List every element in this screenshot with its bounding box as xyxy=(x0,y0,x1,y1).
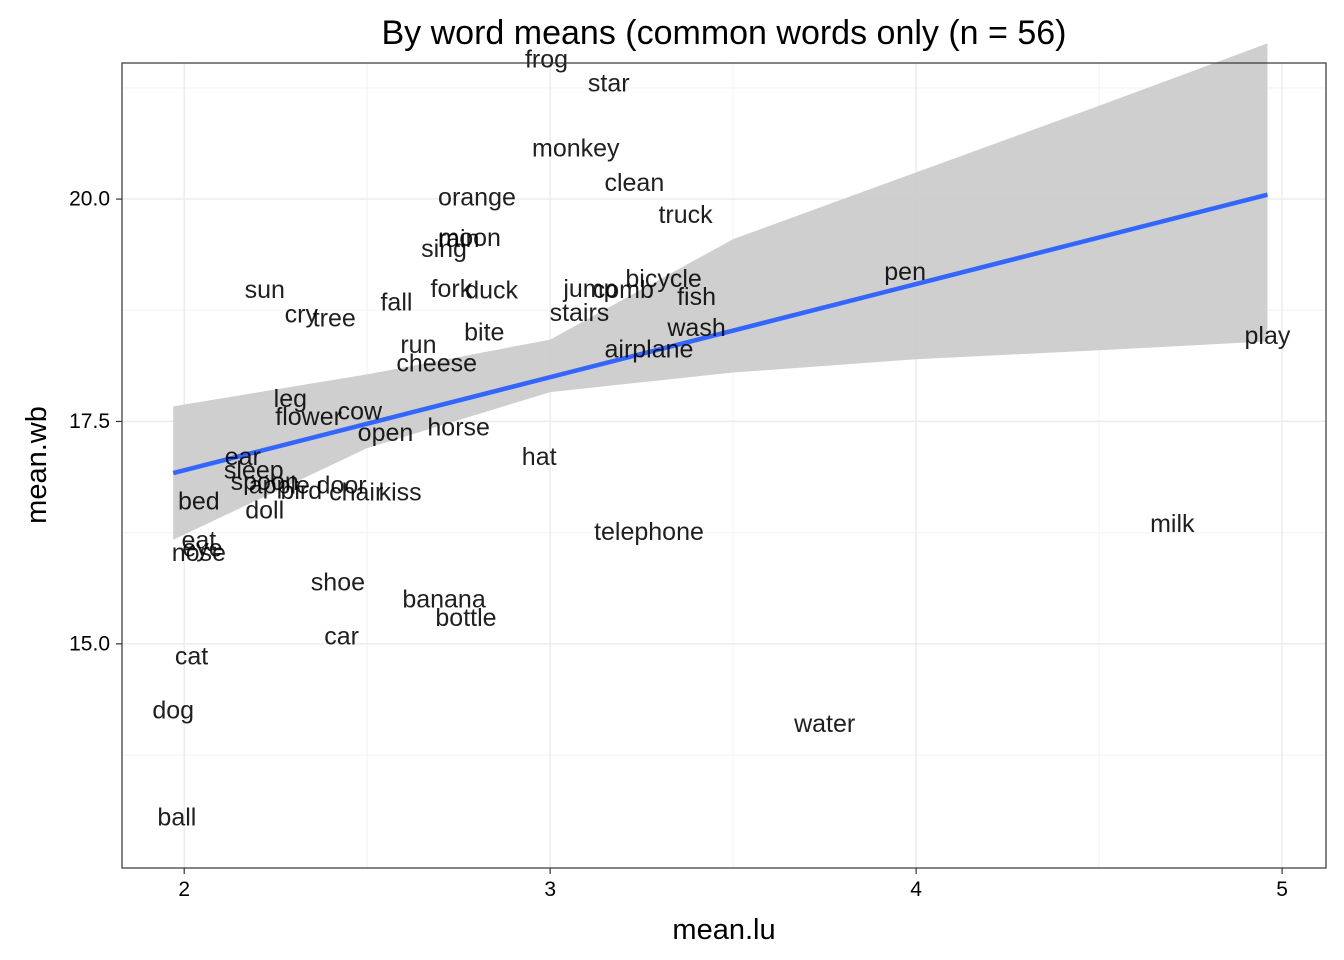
point-label: run xyxy=(400,331,436,359)
chart-title: By word means (common words only (n = 56… xyxy=(382,14,1067,52)
point-label: ear xyxy=(225,443,261,471)
point-label: tree xyxy=(313,304,356,332)
point-label: apple xyxy=(249,472,310,500)
point-label: star xyxy=(588,69,630,97)
point-label: monkey xyxy=(532,134,620,162)
point-label: banana xyxy=(402,585,486,613)
x-tick-label: 2 xyxy=(178,878,190,901)
point-label: chair xyxy=(329,479,383,507)
point-label: sun xyxy=(245,276,285,304)
point-label: nose xyxy=(172,539,226,567)
point-label: car xyxy=(324,623,359,651)
point-label: fall xyxy=(380,288,412,316)
point-label: duck xyxy=(465,277,518,305)
point-label: bicycle xyxy=(625,265,701,293)
point-label: stairs xyxy=(550,299,610,327)
fit-line-group xyxy=(172,192,1269,476)
y-tick-label: 20.0 xyxy=(69,188,110,211)
point-label: jump xyxy=(562,275,617,303)
point-label: cry xyxy=(285,301,319,329)
point-label: cat xyxy=(175,642,208,670)
point-label: spoon xyxy=(231,468,299,496)
point-label: dog xyxy=(152,697,194,725)
y-tick-label: 17.5 xyxy=(69,410,110,433)
x-tick-label: 3 xyxy=(544,878,556,901)
point-label: ball xyxy=(157,803,196,831)
point-label: shoe xyxy=(311,568,365,596)
point-label: fork xyxy=(431,275,473,303)
y-tick-label: 15.0 xyxy=(69,632,110,655)
point-label: bird xyxy=(280,477,322,505)
point-label: moon xyxy=(438,224,501,252)
point-label: wash xyxy=(666,314,725,342)
point-label: cheese xyxy=(396,350,477,378)
point-label: hat xyxy=(522,443,557,471)
point-label: doll xyxy=(245,496,284,524)
x-axis-label: mean.lu xyxy=(672,914,775,946)
point-label: open xyxy=(358,419,414,447)
point-label: clean xyxy=(604,169,664,197)
point-label: bottle xyxy=(435,604,496,632)
point-label: frog xyxy=(525,45,568,73)
point-label: sing xyxy=(421,235,467,263)
point-label: truck xyxy=(658,201,713,229)
point-label: bite xyxy=(464,319,504,347)
point-label: fish xyxy=(677,283,716,311)
x-tick-label: 5 xyxy=(1276,878,1288,901)
panel-border xyxy=(121,62,1327,869)
point-label: orange xyxy=(438,183,516,211)
confidence-band-area xyxy=(173,43,1268,540)
point-label: rain xyxy=(438,225,480,253)
y-axis-label: mean.wb xyxy=(21,406,53,524)
regression-line xyxy=(172,192,1269,476)
point-label: pen xyxy=(884,258,926,286)
x-axis-ticks: 2 3 4 5 xyxy=(178,868,1288,901)
point-label: sleep xyxy=(224,456,284,484)
point-label: cow xyxy=(338,398,383,426)
point-label: eat xyxy=(181,527,216,555)
point-label: play xyxy=(1245,322,1291,350)
point-label: milk xyxy=(1150,510,1195,538)
point-label: horse xyxy=(427,414,490,442)
point-label: kiss xyxy=(379,479,422,507)
x-tick-label: 4 xyxy=(910,878,922,901)
point-label: eye xyxy=(182,535,222,563)
confidence-band xyxy=(173,43,1268,540)
point-label: comb xyxy=(593,276,654,304)
point-label: leg xyxy=(274,385,307,413)
y-axis-ticks: 15.0 17.5 20.0 xyxy=(69,188,122,655)
point-label: door xyxy=(317,472,367,500)
point-label: bed xyxy=(178,488,220,516)
point-label: flower xyxy=(275,403,342,431)
point-label: water xyxy=(793,710,855,738)
point-label: airplane xyxy=(605,335,694,363)
point-labels: frog star monkey clean orange truck moonrainsi… xyxy=(152,45,1290,831)
point-label: telephone xyxy=(594,518,704,546)
